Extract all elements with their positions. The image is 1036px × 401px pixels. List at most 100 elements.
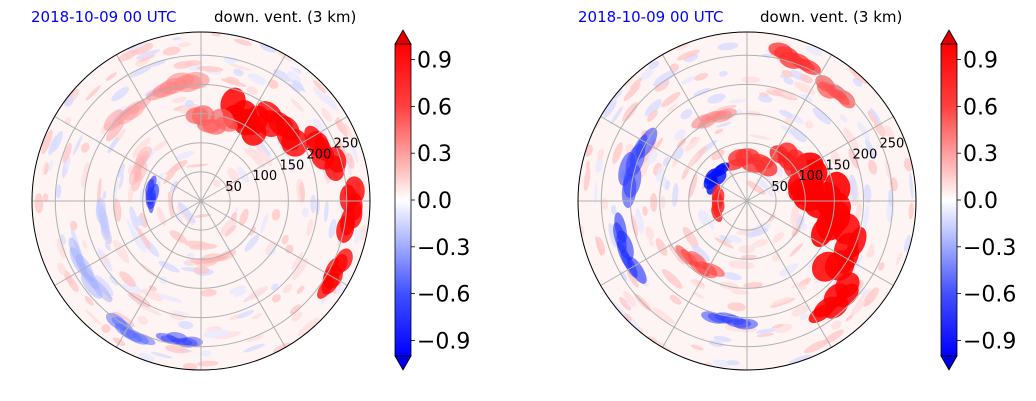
field-speckle	[595, 157, 604, 173]
field-speckle	[296, 285, 305, 294]
field-speckle	[805, 45, 823, 56]
field-speckle	[312, 86, 329, 105]
colorbar-extend-min	[394, 355, 412, 371]
field-band	[155, 332, 177, 343]
field-speckle	[273, 69, 291, 83]
field-speckle	[691, 244, 710, 262]
field-band	[128, 98, 152, 115]
field-speckle	[878, 262, 885, 271]
field-speckle	[155, 293, 183, 303]
field-speckle	[716, 122, 732, 128]
field-speckle	[769, 213, 776, 222]
field-speckle	[862, 287, 880, 307]
field-speckle	[771, 297, 792, 306]
field-speckle	[781, 70, 794, 78]
field-speckle	[613, 88, 623, 99]
field-speckle	[719, 235, 732, 244]
field-speckle	[771, 323, 784, 329]
field-speckle	[344, 123, 354, 140]
field-speckle	[162, 46, 181, 56]
field-speckle	[597, 148, 605, 161]
field-speckle	[717, 104, 737, 111]
field-speckle	[167, 191, 174, 219]
field-speckle	[57, 262, 67, 275]
field-speckle	[104, 241, 111, 251]
field-band	[810, 216, 835, 248]
colorbar-tick-label: 0.9	[963, 49, 998, 74]
field-speckle	[690, 279, 705, 289]
field-speckle	[288, 83, 301, 94]
radial-tick-label: 50	[771, 180, 788, 195]
field-speckle	[848, 148, 859, 169]
field-speckle	[292, 80, 304, 91]
grid-spoke	[200, 200, 348, 286]
field-speckle	[874, 120, 886, 137]
field-speckle	[608, 222, 618, 248]
field-speckle	[798, 283, 807, 291]
field-band	[68, 237, 84, 267]
field-speckle	[853, 254, 864, 272]
field-speckle	[896, 251, 903, 265]
field-speckle	[260, 212, 269, 234]
field-speckle	[674, 128, 686, 141]
field-speckle	[812, 107, 831, 125]
field-speckle	[675, 43, 690, 51]
field-speckle	[660, 195, 666, 209]
field-speckle	[624, 77, 633, 86]
grid-spoke	[662, 54, 748, 202]
colorbar-tick-label: −0.6	[417, 283, 470, 308]
field-band	[336, 215, 355, 243]
field-speckle	[56, 238, 67, 259]
field-speckle	[109, 275, 119, 286]
field-speckle	[271, 294, 281, 303]
field-speckle	[353, 227, 362, 244]
field-speckle	[306, 218, 314, 237]
chart-panel-left: 2018-10-09 00 UTC down. vent. (3 km) 50 1…	[31, 8, 470, 371]
field-speckle	[682, 226, 699, 249]
field-speckle	[171, 96, 188, 103]
colorbar-tick-label: −0.3	[417, 236, 470, 261]
field-speckle	[233, 38, 253, 46]
grid-spoke	[746, 200, 894, 286]
field-speckle	[118, 173, 124, 189]
field-speckle	[623, 83, 641, 102]
field-speckle	[184, 99, 195, 108]
grid-spoke	[662, 200, 748, 348]
field-speckle	[289, 304, 301, 315]
colorbar-tick-label: 0.0	[963, 189, 998, 214]
field-speckle	[595, 236, 603, 257]
field-speckle	[223, 58, 236, 65]
field-speckle	[212, 179, 222, 188]
chart-title-date: 2018-10-09 00 UTC	[31, 8, 177, 26]
field-speckle	[184, 60, 202, 66]
field-speckle	[129, 206, 139, 232]
field-speckle	[863, 184, 872, 204]
field-speckle	[234, 290, 248, 297]
grid-spoke	[200, 54, 286, 202]
field-speckle	[313, 118, 328, 140]
field-speckle	[712, 359, 732, 368]
field-speckle	[855, 202, 862, 220]
field-speckle	[138, 54, 156, 62]
field-speckle	[62, 142, 72, 164]
field-speckle	[883, 125, 894, 140]
field-speckle	[909, 172, 914, 200]
field-speckle	[717, 42, 739, 51]
colorbar-extend-min	[940, 355, 958, 371]
field-speckle	[713, 335, 732, 343]
field-speckle	[743, 282, 764, 289]
colorbar-tick-label: 0.3	[417, 142, 452, 167]
field-speckle	[258, 141, 271, 156]
field-speckle	[297, 317, 320, 337]
field-speckle	[246, 86, 259, 96]
field-speckle	[243, 148, 253, 157]
field-band	[105, 120, 125, 142]
field-speckle	[324, 94, 337, 110]
field-speckle	[94, 275, 114, 297]
field-speckle	[225, 180, 233, 193]
chart-title-date: 2018-10-09 00 UTC	[578, 8, 724, 26]
field-speckle	[82, 240, 88, 249]
field-speckle	[688, 173, 698, 199]
field-speckle	[731, 289, 749, 295]
field-speckle	[741, 254, 757, 259]
